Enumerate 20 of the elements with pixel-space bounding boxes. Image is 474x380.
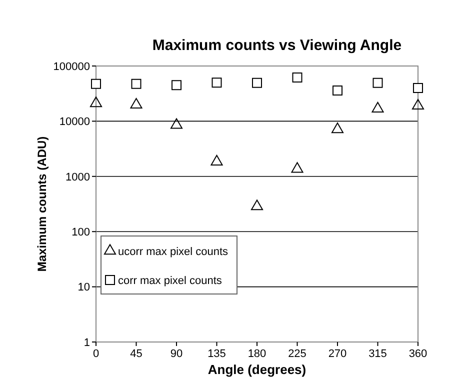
x-tick-label: 135 (208, 348, 226, 360)
y-tick-label: 100000 (53, 60, 90, 73)
x-tick-label: 0 (92, 348, 100, 360)
y-axis-title: Maximum counts (ADU) (35, 136, 49, 272)
x-axis-title: Angle (degrees) (208, 362, 306, 377)
x-tick-label: 270 (328, 348, 347, 360)
y-tick-label: 100 (72, 226, 90, 238)
x-tick-label: 360 (408, 348, 428, 360)
x-tick-label: 180 (248, 348, 266, 360)
x-tick-label: 45 (130, 348, 142, 360)
y-tick-label: 10 (78, 282, 90, 294)
x-tick-label: 90 (170, 348, 183, 360)
x-tick-label: 225 (288, 348, 306, 360)
legend-label: corr max pixel counts (118, 274, 222, 287)
y-tick-label: 1000 (66, 171, 90, 184)
y-tick-label: 1 (84, 336, 90, 349)
chart-title: Maximum counts vs Viewing Angle (152, 37, 402, 54)
legend-label: ucorr max pixel counts (118, 246, 229, 258)
y-tick-label: 10000 (59, 116, 90, 128)
x-tick-label: 315 (368, 348, 387, 360)
